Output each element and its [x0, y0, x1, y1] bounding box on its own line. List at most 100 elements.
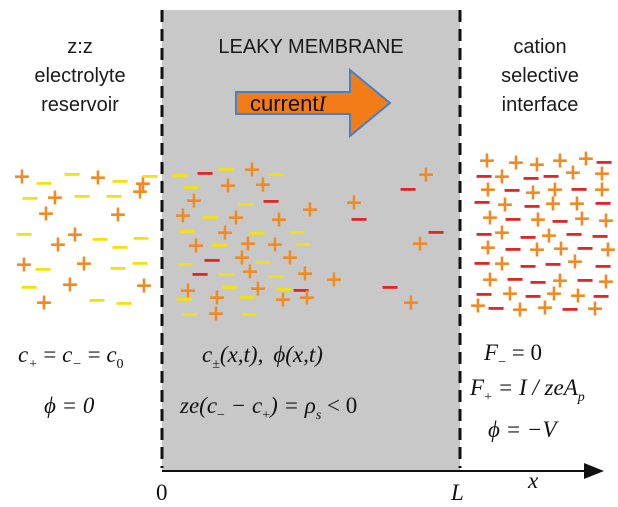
right-label-line3: interface [502, 94, 579, 116]
cation-ion: + [546, 178, 564, 203]
mobile-anion-ion: − [114, 289, 134, 317]
cation-ion: + [270, 208, 288, 233]
fixed-charge-ion: − [593, 252, 613, 280]
mobile-anion-ion: − [104, 182, 124, 210]
fixed-charge-ion: − [550, 207, 570, 235]
cation-ion: + [478, 149, 496, 174]
fixed-charge-ion: − [522, 192, 542, 220]
cation-ion: + [593, 162, 611, 187]
cation-ion: + [325, 268, 343, 293]
fixed-charge-ion: − [518, 223, 538, 251]
mobile-anion-ion: − [180, 300, 200, 328]
mobile-anion-ion: − [216, 260, 236, 288]
cation-ion: + [402, 291, 420, 316]
mobile-anion-ion: − [181, 173, 201, 201]
ion-layer: + − − + − +−− + − − ++ +− + − −+ −+ − + − −− + ++ − −− − − + −− + ++… [13, 147, 617, 329]
cation-ion: + [528, 238, 546, 263]
cation-ion: + [241, 260, 259, 285]
axis-length-label: L [450, 480, 464, 505]
fixed-charge-ion: − [380, 273, 400, 301]
left-label-line1: z:z [67, 36, 93, 58]
mobile-anion-ion: − [247, 219, 267, 247]
fixed-charge-ion: − [569, 175, 589, 203]
cation-ion: + [249, 277, 267, 302]
cation-ion: + [134, 172, 152, 197]
mobile-anion-ion: − [287, 218, 307, 246]
cation-ion: + [75, 252, 93, 277]
cation-ion: + [207, 302, 225, 327]
fixed-charge-ion: − [502, 176, 522, 204]
cation-ion: + [597, 209, 615, 234]
fixed-charge-ion: − [521, 164, 541, 192]
fixed-charge-ion: − [560, 295, 580, 323]
cation-ion: + [49, 233, 67, 258]
cation-ion: + [545, 282, 563, 307]
right-label-line2: selective [501, 65, 579, 87]
cation-ion: + [540, 224, 558, 249]
fixed-charge-ion: − [474, 280, 494, 308]
fixed-charge-ion: − [505, 265, 525, 293]
fixed-charge-ion: − [398, 175, 418, 203]
current-label: currentI [250, 91, 327, 116]
cation-ion: + [551, 269, 569, 294]
cation-ion: + [481, 268, 499, 293]
mobile-anion-ion: − [175, 250, 195, 278]
fixed-charge-ion: − [593, 189, 613, 217]
cation-ion: + [15, 253, 33, 278]
mobile-anion-ion: − [177, 217, 197, 245]
cation-ion: + [227, 206, 245, 231]
mobile-anion-ion: − [237, 283, 257, 311]
mobile-anion-ion: − [87, 286, 107, 314]
mobile-anion-ion: − [239, 300, 259, 328]
cation-ion: + [529, 208, 547, 233]
fixed-charge-ion: − [518, 252, 538, 280]
mobile-anion-ion: − [34, 169, 54, 197]
cation-ion: + [216, 221, 234, 246]
cation-ion: + [493, 221, 511, 246]
cation-ion: + [345, 191, 363, 216]
membrane-fields-equation: c±(x,t), ϕ(x,t) [202, 342, 323, 372]
cation-ion: + [479, 236, 497, 261]
mobile-anion-ion: − [72, 182, 92, 210]
fixed-charge-ion: − [594, 148, 614, 176]
cation-ion: + [219, 174, 237, 199]
cation-ion: + [301, 198, 319, 223]
cation-ion: + [174, 204, 192, 229]
fixed-charge-ion: − [575, 266, 595, 294]
fixed-charge-ion: − [591, 282, 611, 310]
mobile-anion-ion: − [33, 255, 53, 283]
cation-ion: + [46, 186, 64, 211]
fixed-charge-ion: − [564, 220, 584, 248]
cation-ion: + [296, 262, 314, 287]
reservoir-concentration-equation: c+ = c− = c0 [18, 342, 124, 372]
cation-ion: + [417, 163, 435, 188]
fixed-charge-ion: − [195, 159, 215, 187]
axis-origin-label: 0 [156, 480, 168, 505]
cation-ion: + [274, 288, 292, 313]
membrane-charge-equation: ze(c− − c+) = ρs < 0 [179, 393, 357, 423]
cation-ion: + [599, 238, 617, 263]
cation-ion: + [481, 206, 499, 231]
cation-ion: + [528, 153, 546, 178]
cation-ion: + [573, 207, 591, 232]
cation-ion: + [507, 151, 525, 176]
mobile-anion-ion: − [62, 160, 82, 188]
cation-ion: + [37, 202, 55, 227]
reservoir-potential-equation: ϕ = 0 [44, 393, 95, 418]
cation-ion: + [493, 165, 511, 190]
fixed-charge-ion: − [543, 250, 563, 278]
cation-ion: + [566, 250, 584, 275]
cation-ion: + [552, 237, 570, 262]
mobile-anion-ion: − [236, 190, 256, 218]
axis-x-label: x [527, 468, 539, 493]
cation-ion: + [61, 273, 79, 298]
mobile-anion-ion: − [170, 161, 190, 189]
cation-ion: + [524, 181, 542, 206]
cation-ion: + [131, 180, 149, 205]
cation-ion: + [281, 246, 299, 271]
x-axis-arrowhead [584, 463, 604, 479]
left-label-line2: electrolyte [34, 65, 125, 87]
cation-ion: + [493, 252, 511, 277]
current-arrow [235, 67, 392, 139]
